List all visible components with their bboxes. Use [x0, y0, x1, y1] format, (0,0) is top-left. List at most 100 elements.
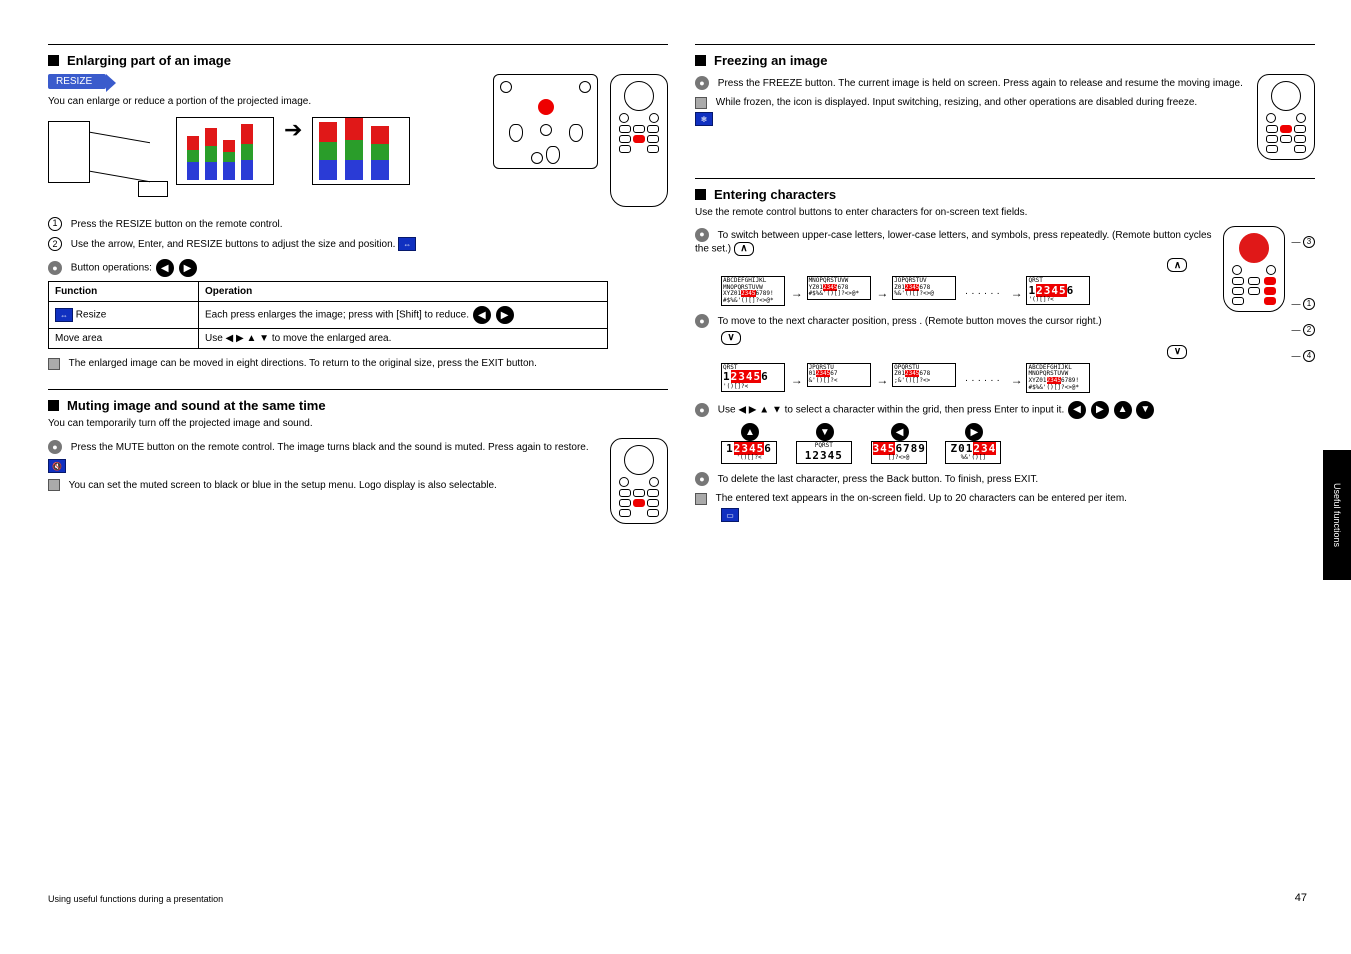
square-bullet-icon	[48, 55, 59, 66]
arrow-right-icon-6: →	[876, 373, 888, 387]
resize-button-highlight-icon	[633, 135, 645, 143]
top-rule-left	[48, 44, 668, 45]
chars-step4-text: To delete the last character, press the …	[718, 474, 1039, 485]
remote-illustration-freeze	[1257, 74, 1315, 160]
control-panel-illustration	[493, 74, 598, 169]
charset-box-2: MNOPQRSTUVW YZ012345678 #$%&'()[]?<>@*	[807, 276, 871, 300]
section-resize-head: Enlarging part of an image	[48, 53, 668, 68]
note-icon-2	[48, 479, 60, 491]
ellipsis-icon-2: ······	[965, 375, 1003, 386]
note-icon-3	[695, 97, 707, 109]
dir-left-box: 3456789[]?<>@	[871, 441, 927, 464]
charset-box-3: JOPQRSTUV Z012345678 %&'()[]?<>@	[892, 276, 956, 300]
dir-down-box: PQRST12345	[796, 441, 852, 464]
remote-illustration-resize	[610, 74, 668, 207]
left-dir-icon: ◀	[156, 259, 174, 277]
chars-step1-bullet: ●	[695, 228, 709, 242]
resize-row-icon: ⇔	[55, 308, 73, 322]
note-icon	[48, 358, 60, 370]
remote-callouts: — 3 — 1 — 2 — 4	[1291, 236, 1315, 362]
mute-step-bullet: ●	[48, 440, 62, 454]
mid-rule-left	[48, 389, 668, 390]
arrow-right-icon-7: →	[1011, 373, 1023, 387]
mute-step-text: Press the MUTE button on the remote cont…	[71, 442, 589, 453]
resize-osd-icon: ⇔	[398, 237, 416, 251]
dpad-icon-3	[1271, 81, 1301, 111]
table-header-function: Function	[49, 282, 199, 302]
enter-button-highlight-icon	[1264, 297, 1276, 305]
mute-note: You can set the muted screen to black or…	[69, 480, 497, 491]
cycle-button-highlight-icon	[1264, 277, 1276, 285]
right-dir-icon-2: ▶	[496, 306, 514, 324]
step-1-text: Press the RESIZE button on the remote co…	[71, 218, 283, 229]
right-dir-icon: ▶	[179, 259, 197, 277]
step-2-marker: 2	[48, 237, 62, 251]
freeze-button-highlight-icon	[1280, 125, 1292, 133]
chars-note: The entered text appears in the on-scree…	[716, 493, 1127, 504]
mute-desc: You can temporarily turn off the project…	[48, 417, 668, 431]
section-chars-title: Entering characters	[714, 187, 836, 202]
next-key-icon-dup: ∨	[1167, 345, 1187, 359]
resize-tag: RESIZE	[48, 74, 106, 89]
page-number: 47	[1295, 892, 1307, 904]
r2c1: Move area	[49, 329, 199, 349]
next-button-highlight-icon	[1264, 287, 1276, 295]
dir-up-sample-icon: ▲	[741, 423, 759, 441]
freeze-note: While frozen, the icon is displayed. Inp…	[716, 97, 1197, 108]
dir-down-icon: ▼	[1136, 401, 1154, 419]
square-bullet-icon-4	[695, 189, 706, 200]
chars-step2-bullet: ●	[695, 314, 709, 328]
step-1-marker: 1	[48, 217, 62, 231]
chars-lead: Use the remote control buttons to enter …	[695, 206, 1315, 220]
note-icon-4	[695, 493, 707, 505]
dir-left-icon: ◀	[1068, 401, 1086, 419]
dir-up-icon: ▲	[1114, 401, 1132, 419]
dir-down-sample-icon: ▼	[816, 423, 834, 441]
chart-after	[312, 117, 410, 185]
bullet-icon: ●	[48, 261, 62, 275]
charset-box-1: ABCDEFGHIJKL MNOPQRSTUVW XYZ0123456789! …	[721, 276, 785, 306]
ellipsis-icon: ······	[965, 288, 1003, 299]
mute-osd-icon: 🔇	[48, 459, 66, 473]
arrow-right-icon-2: →	[791, 286, 803, 300]
resize-desc: You can enlarge or reduce a portion of t…	[48, 95, 483, 109]
table-lead: Button operations:	[71, 263, 152, 274]
r1c2: Each press enlarges the image; press wit…	[205, 310, 469, 321]
freeze-step-text: Press the FREEZE button. The current ima…	[718, 78, 1243, 89]
dir-right-box: Z01234%&'()[]	[945, 441, 1001, 464]
resize-operations-table: Function Operation ⇔ Resize Each press e…	[48, 281, 608, 349]
charset-box-zoom: QRST 123456 '()[]?<	[1026, 276, 1090, 305]
resize-note: The enlarged image can be moved in eight…	[69, 358, 537, 369]
freeze-osd-icon: ❄	[695, 112, 713, 126]
section-freeze-head: Freezing an image	[695, 53, 1315, 68]
power-button-icon	[538, 99, 554, 115]
r1c1: Resize	[76, 310, 107, 321]
remote-illustration-mute	[610, 438, 668, 524]
section-freeze-title: Freezing an image	[714, 53, 827, 68]
side-tab: Useful functions	[1323, 450, 1351, 580]
left-dir-icon-2: ◀	[473, 306, 491, 324]
chars-step3-text: Use ◀ ▶ ▲ ▼ to select a character within…	[718, 405, 1064, 416]
charset-box-rev-4: ABCDEFGHIJKL MNOPQRSTUVW XYZ0123456789! …	[1026, 363, 1090, 393]
dir-up-box: 123456'()[]?<	[721, 441, 777, 464]
text-field-osd-icon: ▭	[721, 508, 739, 522]
arrow-right-icon: ➔	[284, 117, 302, 143]
r2c2: Use ◀ ▶ ▲ ▼ to move the enlarged area.	[199, 329, 608, 349]
charset-box-rev-1: QRST 123456 '()[]?<	[721, 363, 785, 392]
section-chars-head: Entering characters	[695, 187, 1315, 202]
dir-left-sample-icon: ◀	[891, 423, 909, 441]
remote-illustration-chars	[1223, 226, 1285, 312]
section-resize-title: Enlarging part of an image	[67, 53, 231, 68]
chart-before	[176, 117, 274, 185]
cycle-key-icon: ∧	[734, 242, 754, 256]
charset-box-rev-3: OPQRSTU Z012345678 ;&'()[]?<>	[892, 363, 956, 387]
square-bullet-icon-3	[695, 55, 706, 66]
cycle-key-icon-dup: ∧	[1167, 258, 1187, 272]
dpad-icon-2	[624, 445, 654, 475]
top-rule-right	[695, 44, 1315, 45]
chars-step2-text: To move to the next character position, …	[718, 316, 1102, 327]
chars-step1-text: To switch between upper-case letters, lo…	[695, 229, 1212, 254]
charset-box-rev-2: JPQRSTU 01234567 &'()[]?<	[807, 363, 871, 387]
dir-right-icon: ▶	[1091, 401, 1109, 419]
arrow-right-icon-5: →	[791, 373, 803, 387]
